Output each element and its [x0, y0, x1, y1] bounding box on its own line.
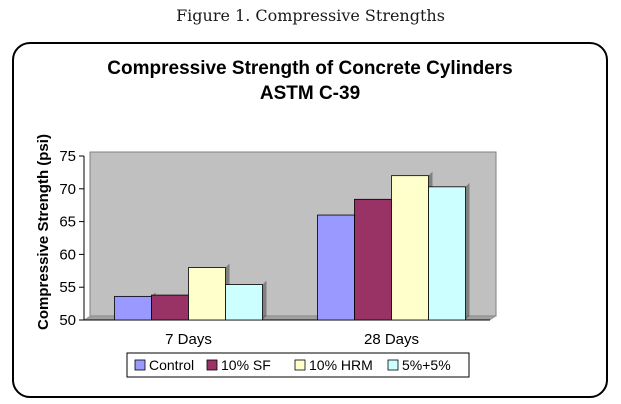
bar — [188, 267, 226, 321]
bar — [225, 284, 263, 321]
bar-side — [262, 280, 267, 320]
x-tick-label: 28 Days — [364, 331, 419, 348]
y-tick-label: 50 — [59, 312, 76, 329]
chart-title: Compressive Strength of Concrete Cylinde… — [107, 58, 512, 79]
chart-subtitle: ASTM C-39 — [260, 83, 360, 104]
bar — [354, 198, 392, 321]
figure-caption: Figure 1. Compressive Strengths — [176, 6, 445, 25]
y-tick-label: 65 — [59, 214, 76, 231]
bar — [391, 175, 429, 321]
bar — [114, 295, 152, 321]
y-tick-label: 60 — [59, 246, 76, 263]
legend-label: 10% SF — [221, 357, 271, 373]
y-tick-label: 75 — [59, 148, 76, 165]
legend-swatch — [294, 359, 306, 371]
x-tick-label: 7 Days — [165, 331, 212, 348]
y-tick-label: 55 — [59, 279, 76, 296]
y-axis-label: Compressive Strength (psi) — [35, 134, 52, 330]
bar — [317, 214, 355, 321]
legend-swatch — [134, 359, 146, 371]
legend-label: Control — [149, 357, 194, 373]
y-tick-label: 70 — [59, 181, 76, 198]
bar — [151, 294, 189, 321]
legend-swatch — [387, 359, 399, 371]
legend-swatch — [206, 359, 218, 371]
legend-label: 5%+5% — [402, 357, 451, 373]
bar — [428, 186, 466, 321]
bar-side — [465, 182, 470, 320]
legend-label: 10% HRM — [309, 357, 373, 373]
